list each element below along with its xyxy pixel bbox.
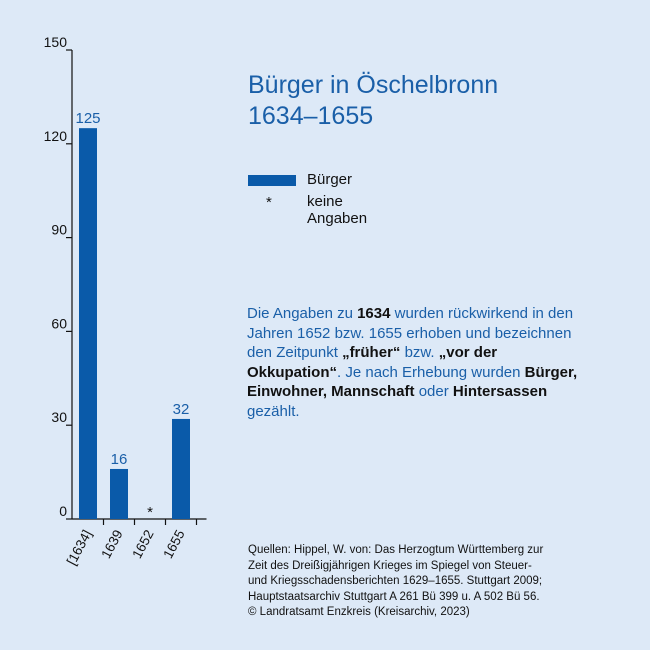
note-text-1: Die Angaben zu xyxy=(247,305,358,322)
chart-title: Bürger in Öschelbronn 1634–1655 xyxy=(248,70,498,132)
note-bold-hintersassen: Hintersassen xyxy=(452,383,548,400)
bar-value-label: 125 xyxy=(75,110,100,127)
x-tick-label: 1652 xyxy=(129,527,156,561)
y-tick-label: 0 xyxy=(59,503,67,519)
y-tick-label: 90 xyxy=(51,222,67,238)
note-bold-categories: Bürger, Einwohner, Mannschaft xyxy=(247,363,578,401)
note-text-2: wurden rückwirkend in den Jahren 1652 bz… xyxy=(247,305,574,361)
title-line-1: Bürger in Öschelbronn xyxy=(248,71,499,99)
bar xyxy=(172,418,190,519)
bar xyxy=(110,468,128,519)
title-line-2: 1634–1655 xyxy=(248,102,374,130)
explanatory-note: Die Angaben zu 1634 wurden rückwirkend i… xyxy=(247,304,592,421)
note-text-4: . Je nach Erhebung wurden xyxy=(337,363,525,381)
legend-swatch-bar xyxy=(248,175,296,186)
no-data-star-label: * xyxy=(147,504,153,521)
note-text-3: bzw. xyxy=(400,344,439,361)
legend-label-buerger: Bürger xyxy=(307,171,353,188)
sources-line-3: und Kriegsschadensberichten 1629–1655. S… xyxy=(248,575,543,587)
x-tick-label: 1655 xyxy=(160,527,187,561)
sources-line-5: © Landratsamt Enzkreis (Kreisarchiv, 202… xyxy=(248,606,470,618)
y-tick-label: 60 xyxy=(51,315,67,331)
bar-value-label: 32 xyxy=(173,401,190,418)
bar xyxy=(79,128,97,519)
y-tick-label: 30 xyxy=(51,409,67,425)
x-tick-label: 1639 xyxy=(98,527,125,561)
sources-line-2: Zeit des Dreißigjährigen Krieges im Spie… xyxy=(248,559,532,572)
note-bold-1634: 1634 xyxy=(357,305,391,322)
legend-star-symbol: * xyxy=(266,194,272,211)
note-text-6: gezählt. xyxy=(247,402,300,420)
sources-line-4: Hauptstaatsarchiv Stuttgart A 261 Bü 399… xyxy=(248,590,540,603)
legend-label-keine-angaben: keine Angaben xyxy=(307,193,368,227)
note-bold-frueher: „früher“ xyxy=(342,344,401,361)
bar-value-label: 16 xyxy=(111,451,128,468)
x-tick-label: [1634] xyxy=(64,527,95,567)
note-bold-okkupation: „vor der Okkupation“ xyxy=(247,344,498,381)
sources-line-1: Quellen: Hippel, W. von: Das Herzogtum W… xyxy=(248,544,544,556)
y-tick-label: 120 xyxy=(44,128,68,144)
note-text-5: oder xyxy=(414,383,453,400)
sources-block: Quellen: Hippel, W. von: Das Herzogtum W… xyxy=(248,543,588,621)
y-tick-label: 150 xyxy=(44,34,68,50)
